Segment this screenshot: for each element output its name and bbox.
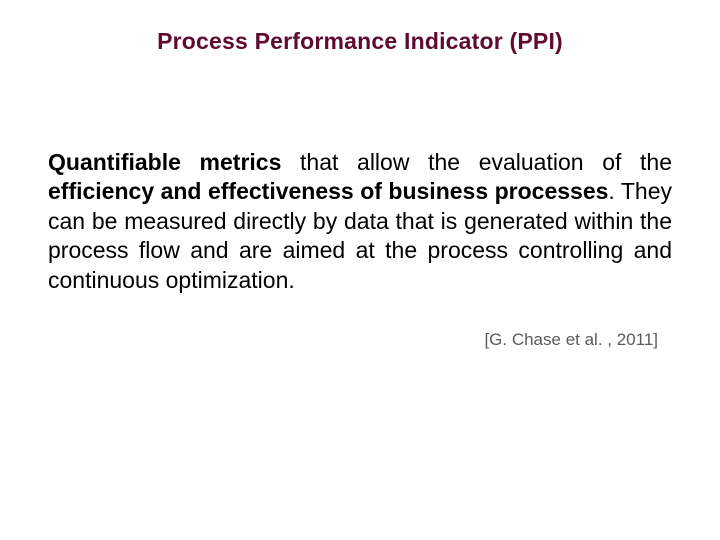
slide: Process Performance Indicator (PPI) Quan…: [0, 0, 720, 540]
body-segment: Quantifiable metrics: [48, 149, 281, 175]
citation-text: [G. Chase et al. , 2011]: [484, 330, 658, 350]
body-segment: that allow the evaluation of the: [281, 149, 672, 175]
body-segment: efficiency and effectiveness of business…: [48, 178, 608, 204]
body-text: Quantifiable metrics that allow the eval…: [48, 148, 672, 295]
slide-title: Process Performance Indicator (PPI): [0, 28, 720, 55]
